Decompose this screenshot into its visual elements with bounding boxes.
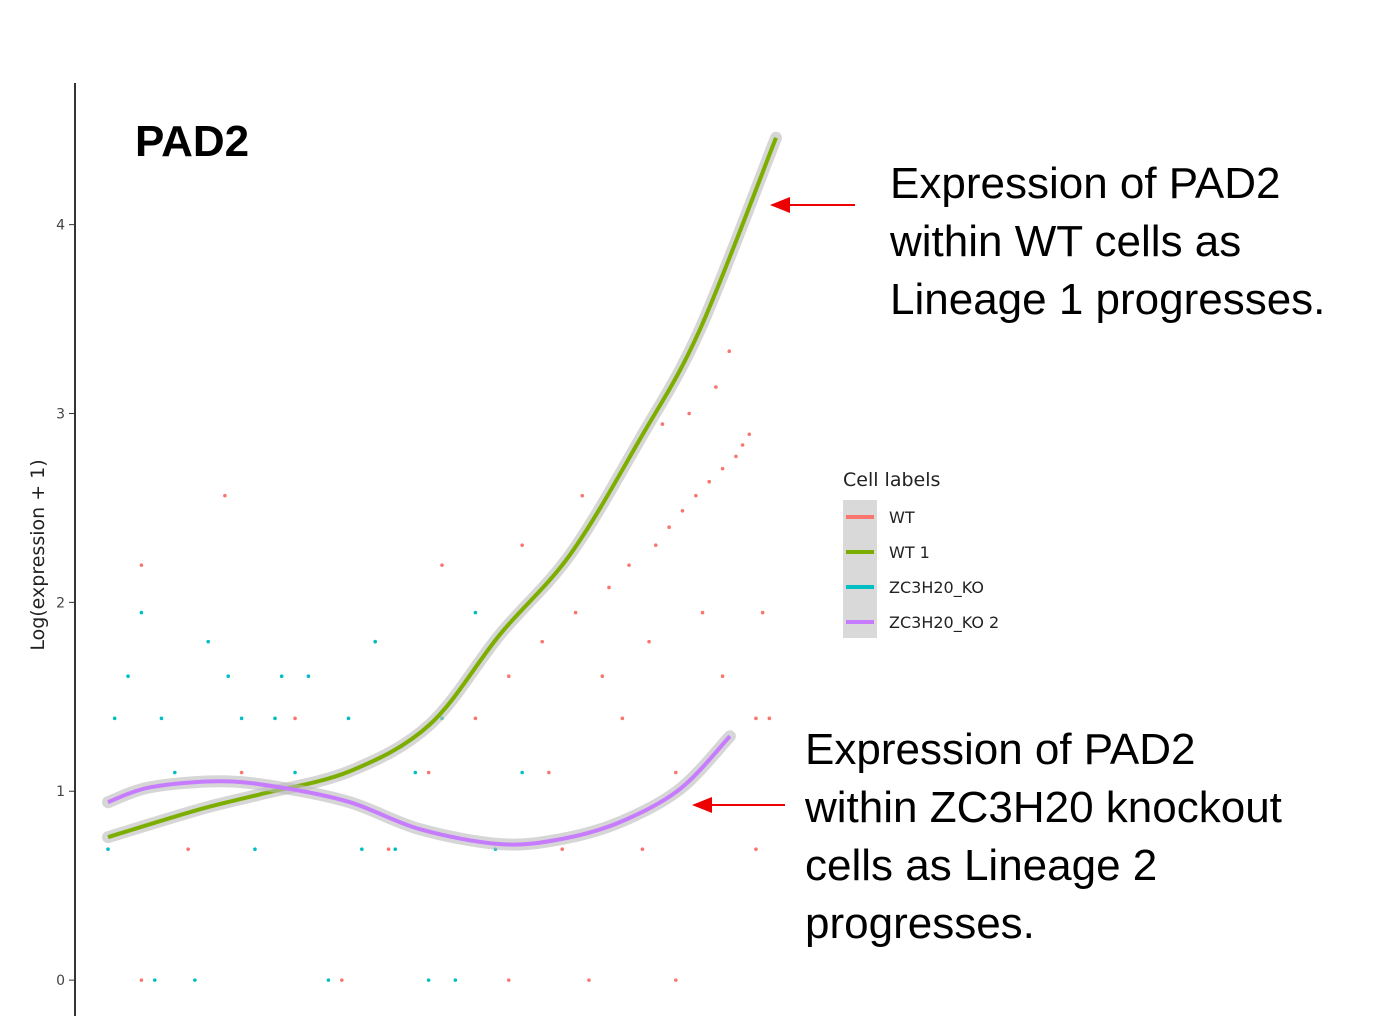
point: [720, 674, 725, 679]
point: [340, 978, 344, 982]
point: [600, 674, 605, 679]
point: [326, 978, 331, 982]
legend-label: ZC3H20_KO: [889, 578, 984, 598]
point: [520, 543, 524, 547]
point: [747, 432, 752, 437]
point: [714, 385, 718, 389]
point: [413, 770, 418, 775]
point: [386, 847, 391, 852]
point: [293, 716, 297, 721]
point: [607, 585, 611, 590]
point: [139, 610, 144, 615]
point: [647, 639, 651, 644]
point: [727, 349, 732, 353]
point: [653, 543, 658, 547]
trend-line: [107, 734, 732, 847]
point: [426, 978, 431, 982]
annotation: cells as Lineage 2: [805, 841, 1157, 890]
y-tick-label: 3: [56, 407, 65, 423]
legend-label: ZC3H20_KO 2: [889, 613, 999, 633]
point: [587, 978, 591, 982]
point: [667, 525, 671, 530]
point: [560, 847, 565, 852]
point: [473, 716, 478, 721]
y-tick-label: 2: [56, 595, 65, 611]
legend-title: Cell labels: [843, 469, 940, 491]
point: [694, 493, 698, 498]
point: [106, 847, 110, 852]
point: [426, 770, 431, 775]
point: [573, 610, 578, 615]
annotation: progresses.: [805, 899, 1035, 948]
point: [707, 479, 711, 484]
point: [293, 770, 297, 775]
point: [754, 716, 758, 721]
point: [440, 563, 444, 567]
point: [253, 847, 257, 852]
point: [547, 770, 551, 775]
point: [580, 493, 585, 498]
y-axis-label: Log(expression + 1): [27, 459, 49, 650]
annotation: within ZC3H20 knockout: [804, 783, 1282, 832]
y-tick-label: 1: [56, 784, 65, 800]
point: [473, 610, 478, 615]
point: [620, 716, 625, 721]
point: [279, 674, 284, 679]
point: [346, 716, 351, 721]
point: [687, 411, 691, 416]
legend-label: WT 1: [889, 543, 930, 562]
point: [206, 639, 210, 644]
point: [640, 847, 645, 852]
point: [139, 978, 144, 982]
point: [193, 978, 197, 982]
point: [152, 978, 157, 982]
point: [139, 563, 144, 567]
trend-line: [107, 137, 778, 840]
point: [159, 716, 164, 721]
legend-key-bg: [843, 500, 877, 638]
chart-title: PAD2: [135, 117, 249, 166]
point: [453, 978, 458, 982]
annotation: within WT cells as: [889, 217, 1241, 266]
point: [674, 978, 678, 982]
point: [627, 563, 631, 567]
point: [373, 639, 378, 644]
point: [360, 847, 364, 852]
point: [754, 847, 758, 852]
confidence-band: [102, 131, 782, 844]
point: [740, 443, 745, 447]
point: [226, 674, 231, 679]
y-tick-label: 4: [56, 218, 65, 234]
point: [674, 770, 678, 775]
point: [660, 422, 665, 426]
point: [734, 454, 738, 459]
point: [186, 847, 190, 852]
point: [223, 493, 227, 498]
point: [239, 716, 244, 721]
point: [760, 610, 765, 615]
point: [767, 716, 772, 721]
point: [306, 674, 311, 679]
point: [507, 978, 511, 982]
annotation: Lineage 1 progresses.: [890, 275, 1325, 324]
point: [173, 770, 177, 775]
point: [393, 847, 398, 852]
point: [239, 770, 244, 775]
point: [273, 716, 277, 721]
annotation: Expression of PAD2: [805, 725, 1195, 774]
point: [540, 639, 544, 644]
legend-label: WT: [889, 508, 915, 527]
point: [112, 716, 117, 721]
point: [720, 466, 725, 471]
point: [507, 674, 511, 679]
point: [700, 610, 705, 615]
annotation: Expression of PAD2: [890, 159, 1280, 208]
y-tick-label: 0: [56, 973, 65, 989]
point: [520, 770, 524, 775]
point: [680, 508, 685, 513]
point: [126, 674, 130, 679]
